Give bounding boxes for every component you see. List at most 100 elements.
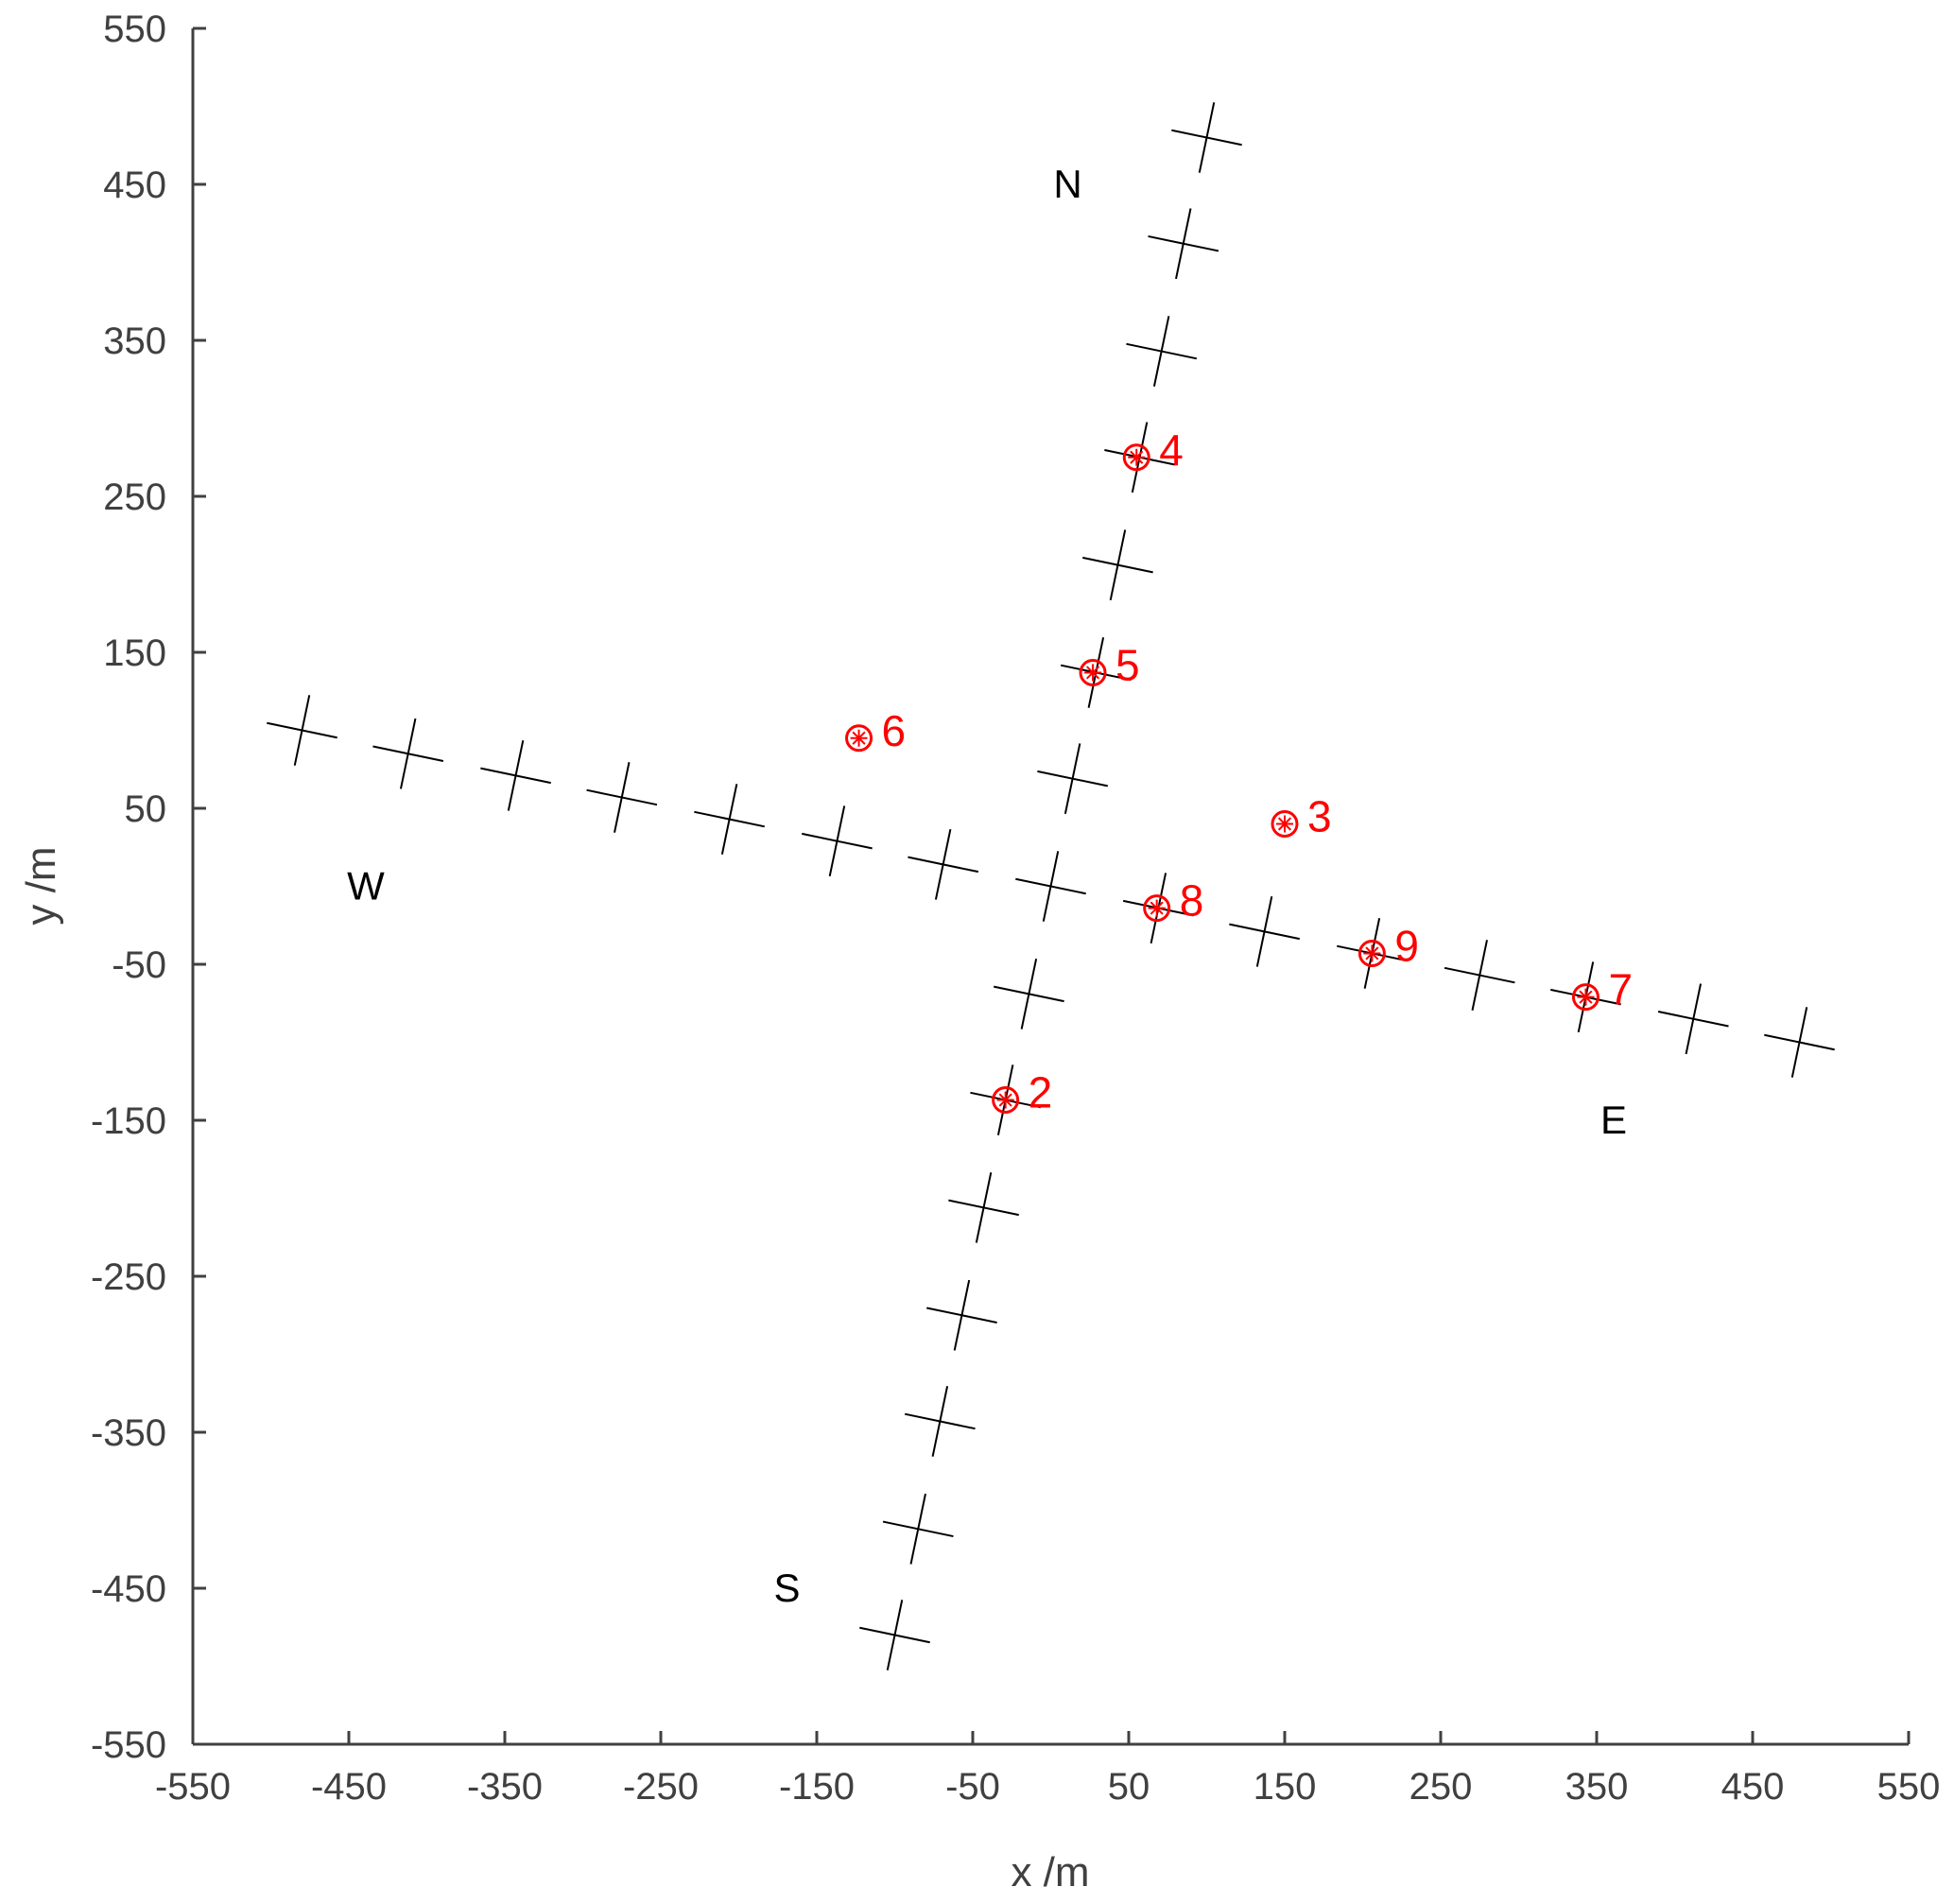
station-label: 7: [1608, 965, 1633, 1014]
arm-marker-stroke: [948, 1199, 1019, 1217]
arm-marker-stroke: [882, 1520, 954, 1538]
station-label: 3: [1307, 792, 1332, 841]
station-asterisk: [852, 731, 866, 745]
station-marker: 6: [845, 706, 907, 755]
x-tick-label: -50: [945, 1766, 1000, 1808]
station-circle: [1571, 983, 1600, 1012]
arm-marker-stroke: [1126, 342, 1198, 360]
axes: [191, 28, 1909, 1746]
arm-marker-stroke: [1015, 877, 1086, 895]
arm-marker: [694, 784, 766, 855]
x-tick-label: 250: [1409, 1766, 1473, 1808]
direction-label: W: [347, 864, 385, 909]
y-axis-label: y /m: [18, 846, 64, 925]
arm-marker-stroke: [993, 985, 1064, 1003]
arm-marker-stroke: [904, 1412, 976, 1430]
x-tick-label: 350: [1565, 1766, 1629, 1808]
arm-marker-stroke: [1037, 770, 1109, 788]
station-marker: 3: [1271, 792, 1332, 841]
arm-marker: [267, 695, 337, 766]
station-asterisk: [1085, 666, 1100, 680]
station-marker: 2: [992, 1068, 1053, 1117]
arm-marker-stroke: [1657, 1011, 1729, 1028]
arm-marker: [1148, 208, 1219, 280]
station-circle: [992, 1086, 1020, 1115]
station-asterisk: [1277, 817, 1292, 831]
arm-marker: [1229, 895, 1300, 967]
direction-label: N: [1053, 162, 1081, 206]
y-tick-label: -150: [91, 1100, 166, 1142]
y-tick-label: 50: [125, 788, 167, 830]
x-tick-label: -450: [311, 1766, 387, 1808]
station-circle: [1079, 658, 1107, 686]
arm-marker: [1444, 940, 1515, 1011]
arm-marker: [882, 1493, 954, 1565]
station-marker: 4: [1122, 425, 1184, 475]
direction-label: S: [773, 1566, 800, 1610]
station-label: 8: [1180, 876, 1204, 926]
x-tick-label: 550: [1877, 1766, 1941, 1808]
station-label: 9: [1394, 921, 1419, 970]
y-tick-label: -350: [91, 1412, 166, 1454]
arm-marker-stroke: [926, 1307, 997, 1324]
x-ticks: -550 -450 -350 -250 -150 -50 50 150 250 350 450 550: [155, 1731, 1940, 1808]
station-circle: [1122, 443, 1150, 472]
station-asterisk: [1579, 990, 1593, 1004]
y-tick-label: 250: [103, 476, 166, 518]
arm-marker-stroke: [1148, 234, 1219, 252]
station-label: 4: [1159, 425, 1184, 475]
arm-marker-stroke: [1229, 923, 1300, 941]
arm-marker: [859, 1600, 930, 1670]
station-label: 5: [1115, 640, 1140, 689]
station-marker: 5: [1079, 640, 1140, 689]
station-asterisk: [1130, 450, 1144, 464]
arm-marker: [926, 1279, 997, 1351]
x-tick-label: 50: [1108, 1766, 1150, 1808]
arm-marker-stroke: [1171, 129, 1242, 147]
arm-marker: [1764, 1007, 1835, 1078]
arm-marker-stroke: [372, 745, 444, 762]
station-asterisk: [1365, 946, 1379, 961]
arm-marker: [802, 805, 873, 877]
y-tick-label: -550: [91, 1724, 166, 1766]
y-tick-label: 550: [103, 9, 166, 50]
arm-marker-stroke: [694, 810, 766, 828]
station-label: 6: [882, 706, 907, 755]
station-circle: [1357, 939, 1386, 967]
arm-marker-stroke: [1444, 966, 1515, 984]
arm-marker: [908, 828, 979, 900]
arm-marker: [993, 958, 1064, 1030]
arm-markers: [267, 102, 1835, 1670]
x-tick-label: -350: [467, 1766, 543, 1808]
x-tick-label: -550: [155, 1766, 231, 1808]
station-circle: [845, 724, 873, 753]
x-axis-label: x /m: [1011, 1849, 1089, 1895]
station-marker: 9: [1357, 921, 1419, 970]
station-label: 2: [1029, 1068, 1053, 1117]
arm-marker-stroke: [1082, 556, 1153, 574]
station-marker: 7: [1571, 965, 1633, 1014]
arm-marker-stroke: [802, 832, 873, 850]
arm-marker-stroke: [267, 721, 337, 739]
arm-marker-stroke: [586, 788, 658, 806]
arm-marker: [1082, 529, 1153, 601]
direction-label: E: [1600, 1098, 1627, 1142]
station-circle: [1143, 894, 1171, 923]
station-circle: [1271, 810, 1299, 838]
arm-marker-stroke: [480, 767, 551, 785]
arm-marker: [1015, 851, 1086, 922]
arm-marker: [586, 762, 658, 833]
arm-marker: [904, 1386, 976, 1457]
stations: 2 3 4 5 6 7 8 9: [845, 425, 1633, 1117]
arm-marker-stroke: [859, 1626, 930, 1644]
y-tick-label: 350: [103, 320, 166, 362]
y-ticks: -550 -450 -350 -250 -150 -50 50 150 250 350 450 550: [91, 9, 206, 1766]
arm-marker-stroke: [1764, 1033, 1835, 1051]
arm-marker: [372, 718, 444, 789]
y-tick-label: -250: [91, 1256, 166, 1298]
direction-labels: N S W E: [347, 162, 1627, 1610]
y-tick-label: 450: [103, 164, 166, 206]
arm-marker: [1657, 983, 1729, 1055]
arm-marker: [1037, 743, 1109, 815]
